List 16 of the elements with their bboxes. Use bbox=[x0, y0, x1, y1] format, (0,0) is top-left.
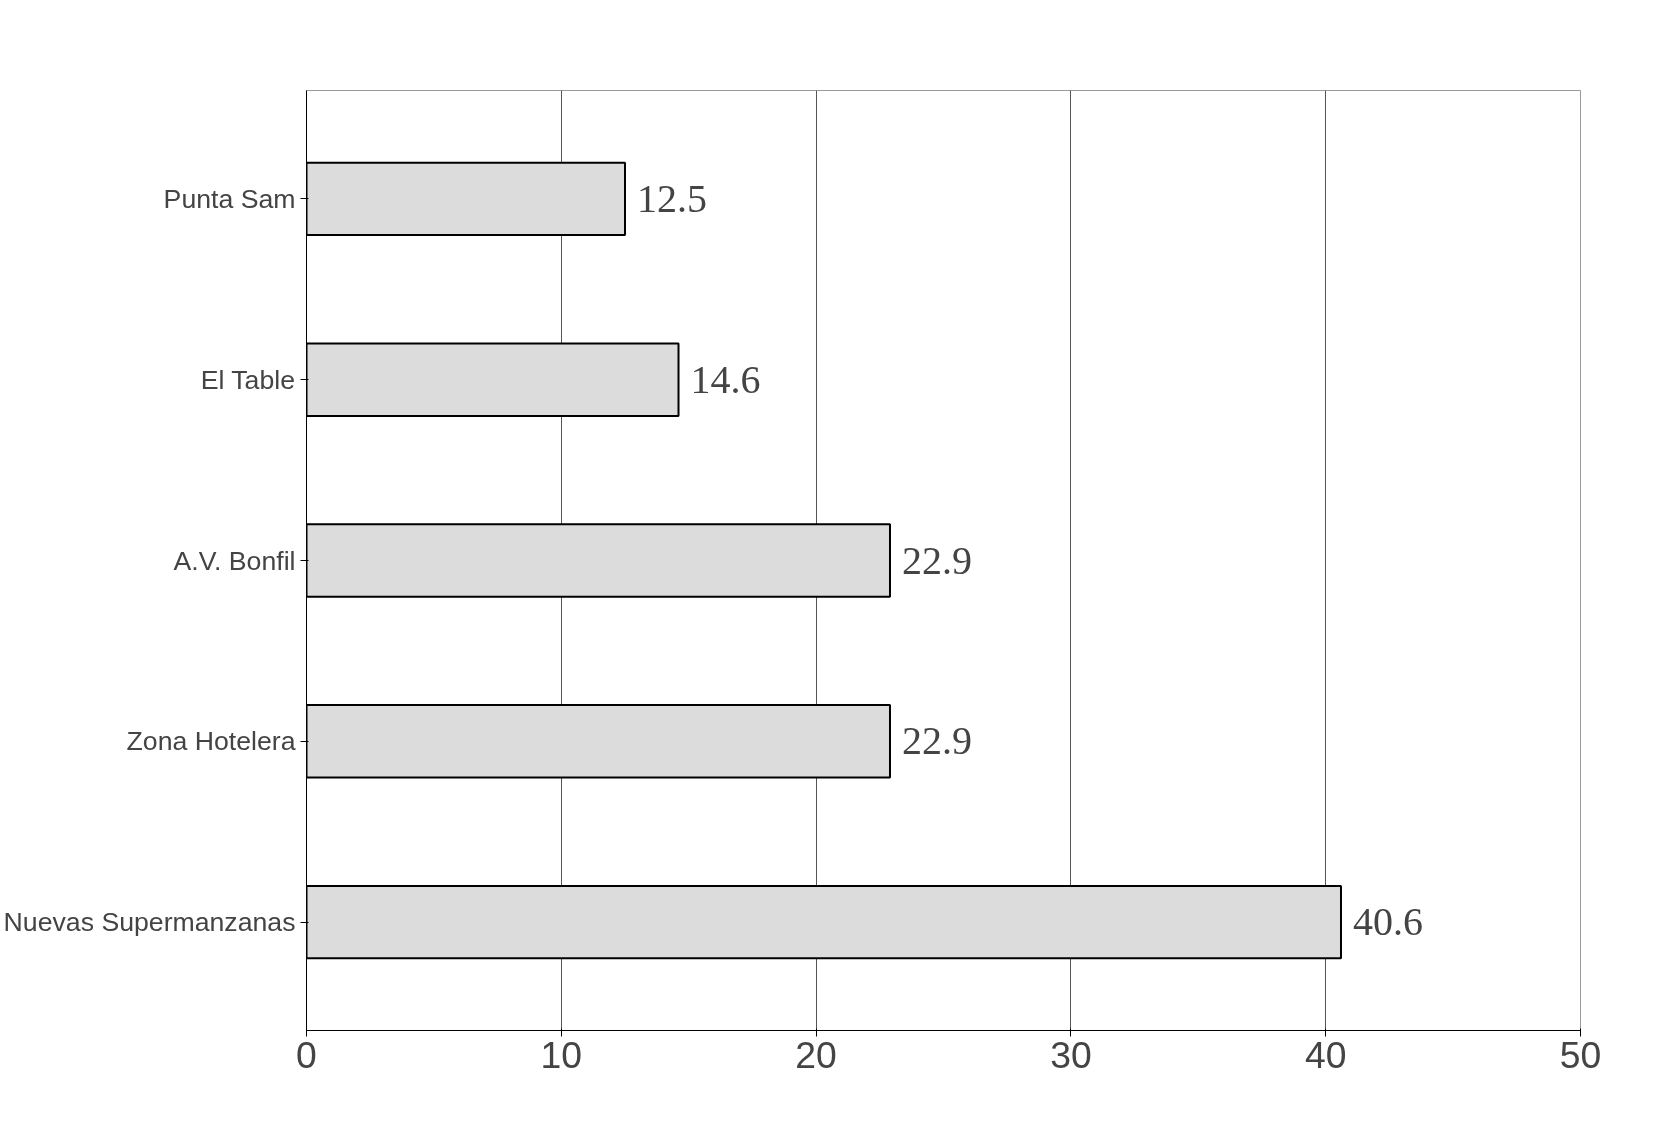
x-tick-label: 50 bbox=[1559, 1033, 1602, 1076]
x-tick-label: 0 bbox=[296, 1033, 317, 1076]
y-tick-label: El Table bbox=[200, 364, 296, 395]
data-label: 40.6 bbox=[1352, 899, 1423, 945]
y-tick-label: Zona Hotelera bbox=[126, 726, 296, 757]
x-tick-label: 10 bbox=[540, 1033, 583, 1076]
x-tick-label: 40 bbox=[1304, 1033, 1347, 1076]
x-tick-label: 20 bbox=[795, 1033, 837, 1076]
x-tick-label: 30 bbox=[1050, 1033, 1092, 1076]
data-label: 22.9 bbox=[901, 718, 972, 764]
data-label: 22.9 bbox=[901, 537, 972, 583]
data-label: 14.6 bbox=[690, 356, 761, 402]
data-label: 12.5 bbox=[637, 175, 707, 221]
y-tick-label: A.V. Bonfil bbox=[173, 545, 296, 576]
y-tick-label: Nuevas Supermanzanas bbox=[3, 907, 296, 938]
y-tick-label: Punta Sam bbox=[163, 183, 296, 214]
